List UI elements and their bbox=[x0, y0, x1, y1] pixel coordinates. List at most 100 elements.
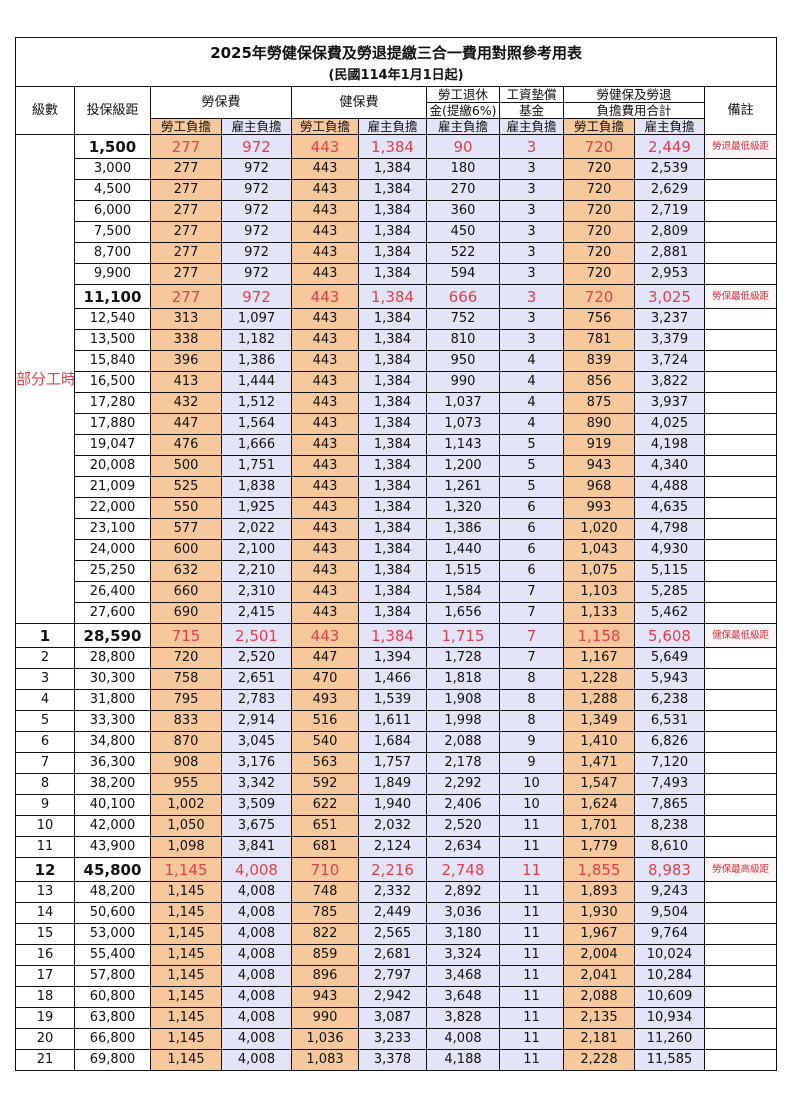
note-cell bbox=[703, 689, 778, 711]
header-hi-employer: 雇主負擔 bbox=[358, 118, 427, 135]
hi-employer-cell: 2,942 bbox=[358, 986, 427, 1008]
total-employee-cell: 2,228 bbox=[563, 1049, 635, 1071]
salary-cell: 1,500 bbox=[74, 134, 151, 159]
part-time-label: 部分工時 bbox=[15, 134, 75, 624]
total-employee-cell: 1,893 bbox=[563, 881, 635, 903]
salary-cell: 28,590 bbox=[74, 623, 151, 648]
table-row: 3 30,300 758 2,651 470 1,466 1,818 8 1,228 5,943 bbox=[15, 668, 778, 690]
table-row: 14 50,600 1,145 4,008 785 2,449 3,036 11 1,930 9,… bbox=[15, 902, 778, 924]
li-employer-cell: 1,666 bbox=[221, 434, 292, 456]
total-employee-cell: 875 bbox=[563, 392, 635, 414]
li-employee-cell: 277 bbox=[150, 284, 222, 309]
total-employee-cell: 1,471 bbox=[563, 752, 635, 774]
hi-employee-cell: 447 bbox=[291, 647, 359, 669]
wage-fund-cell: 11 bbox=[499, 902, 564, 924]
header-total-employer: 雇主負擔 bbox=[634, 118, 705, 135]
total-employee-cell: 1,701 bbox=[563, 815, 635, 837]
total-employee-cell: 1,930 bbox=[563, 902, 635, 924]
li-employer-cell: 3,841 bbox=[221, 836, 292, 858]
wage-fund-cell: 11 bbox=[499, 815, 564, 837]
table-row: 22,000 550 1,925 443 1,384 1,320 6 993 4,635 bbox=[16, 497, 778, 519]
li-employee-cell: 277 bbox=[150, 221, 222, 243]
li-employee-cell: 413 bbox=[150, 371, 222, 393]
hi-employee-cell: 470 bbox=[291, 668, 359, 690]
total-employee-cell: 1,288 bbox=[563, 689, 635, 711]
total-employee-cell: 2,004 bbox=[563, 944, 635, 966]
table-row: 16 55,400 1,145 4,008 859 2,681 3,324 11 2,004 10… bbox=[15, 944, 778, 966]
wage-fund-cell: 11 bbox=[499, 923, 564, 945]
table-row: 11 43,900 1,098 3,841 681 2,124 2,634 11 1,779 8,… bbox=[15, 836, 778, 858]
pension-cell: 180 bbox=[426, 158, 500, 180]
hi-employee-cell: 785 bbox=[291, 902, 359, 924]
salary-cell: 60,800 bbox=[74, 986, 151, 1008]
salary-cell: 9,900 bbox=[74, 263, 151, 285]
salary-cell: 36,300 bbox=[74, 752, 151, 774]
li-employee-cell: 277 bbox=[150, 134, 222, 159]
grade-cell: 10 bbox=[15, 815, 75, 837]
wage-fund-cell: 7 bbox=[499, 623, 564, 648]
note-cell bbox=[703, 1028, 778, 1050]
hi-employer-cell: 1,384 bbox=[358, 518, 427, 540]
table-row: 4 31,800 795 2,783 493 1,539 1,908 8 1,288 6,238 bbox=[15, 689, 778, 711]
wage-fund-cell: 3 bbox=[499, 200, 564, 222]
table-row: 9 40,100 1,002 3,509 622 1,940 2,406 10 1,624 7,8… bbox=[15, 794, 778, 816]
li-employer-cell: 972 bbox=[221, 134, 292, 159]
wage-fund-cell: 11 bbox=[499, 1007, 564, 1029]
note-cell bbox=[703, 221, 778, 243]
salary-cell: 53,000 bbox=[74, 923, 151, 945]
salary-cell: 16,500 bbox=[74, 371, 151, 393]
pension-cell: 1,386 bbox=[426, 518, 500, 540]
hi-employee-cell: 443 bbox=[291, 329, 359, 351]
note-cell bbox=[703, 581, 778, 603]
note-cell bbox=[703, 200, 778, 222]
total-employee-cell: 756 bbox=[563, 308, 635, 330]
header-total-top: 勞健保及勞退 bbox=[563, 86, 705, 103]
total-employer-cell: 2,881 bbox=[634, 242, 705, 264]
total-employer-cell: 11,260 bbox=[634, 1028, 705, 1050]
note-cell bbox=[703, 497, 778, 519]
salary-cell: 12,540 bbox=[74, 308, 151, 330]
hi-employer-cell: 1,684 bbox=[358, 731, 427, 753]
note-cell: 勞退最低級距 bbox=[703, 134, 778, 159]
total-employee-cell: 943 bbox=[563, 455, 635, 477]
header-wage-top: 工資墊償 bbox=[499, 86, 564, 103]
hi-employee-cell: 493 bbox=[291, 689, 359, 711]
hi-employee-cell: 443 bbox=[291, 602, 359, 624]
hi-employer-cell: 1,384 bbox=[358, 602, 427, 624]
table-row: 16,500 413 1,444 443 1,384 990 4 856 3,822 bbox=[16, 371, 778, 393]
li-employee-cell: 795 bbox=[150, 689, 222, 711]
total-employee-cell: 2,181 bbox=[563, 1028, 635, 1050]
hi-employee-cell: 681 bbox=[291, 836, 359, 858]
hi-employer-cell: 1,384 bbox=[358, 221, 427, 243]
wage-fund-cell: 9 bbox=[499, 731, 564, 753]
salary-cell: 6,000 bbox=[74, 200, 151, 222]
pension-cell: 1,818 bbox=[426, 668, 500, 690]
wage-fund-cell: 7 bbox=[499, 581, 564, 603]
grade-cell: 6 bbox=[15, 731, 75, 753]
table-row: 13 48,200 1,145 4,008 748 2,332 2,892 11 1,893 9,… bbox=[15, 881, 778, 903]
total-employee-cell: 856 bbox=[563, 371, 635, 393]
total-employee-cell: 1,020 bbox=[563, 518, 635, 540]
table-row: 26,400 660 2,310 443 1,384 1,584 7 1,103 5,285 bbox=[16, 581, 778, 603]
salary-cell: 63,800 bbox=[74, 1007, 151, 1029]
grade-cell: 19 bbox=[15, 1007, 75, 1029]
grade-cell: 3 bbox=[15, 668, 75, 690]
salary-cell: 30,300 bbox=[74, 668, 151, 690]
total-employee-cell: 1,547 bbox=[563, 773, 635, 795]
total-employee-cell: 720 bbox=[563, 221, 635, 243]
pension-cell: 1,440 bbox=[426, 539, 500, 561]
li-employer-cell: 1,182 bbox=[221, 329, 292, 351]
note-cell bbox=[703, 773, 778, 795]
hi-employer-cell: 1,384 bbox=[358, 200, 427, 222]
note-cell bbox=[703, 392, 778, 414]
note-cell bbox=[703, 881, 778, 903]
pension-cell: 950 bbox=[426, 350, 500, 372]
table-row: 2 28,800 720 2,520 447 1,394 1,728 7 1,167 5,649 bbox=[15, 647, 778, 669]
li-employer-cell: 1,512 bbox=[221, 392, 292, 414]
total-employer-cell: 7,865 bbox=[634, 794, 705, 816]
li-employer-cell: 1,444 bbox=[221, 371, 292, 393]
li-employee-cell: 1,145 bbox=[150, 1007, 222, 1029]
table-row: 6,000 277 972 443 1,384 360 3 720 2,719 bbox=[16, 200, 778, 222]
total-employee-cell: 720 bbox=[563, 284, 635, 309]
hi-employer-cell: 2,124 bbox=[358, 836, 427, 858]
